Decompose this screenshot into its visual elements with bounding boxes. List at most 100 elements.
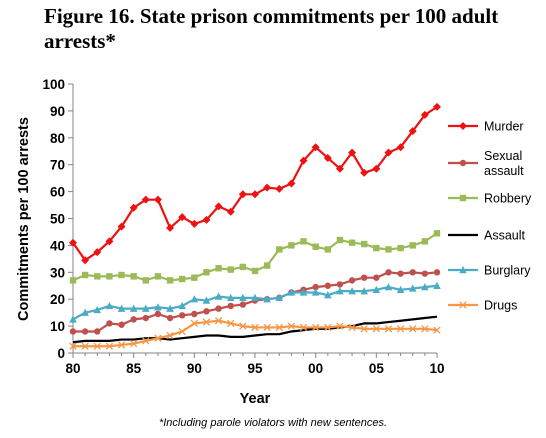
data-point [336,322,344,330]
legend-label: Burglary [484,264,531,278]
x-tick-label: 05 [369,361,385,376]
data-point [105,301,114,310]
axes: 0 10 20 30 40 50 60 70 80 90 100 80 85 90 95 00 05 10 [42,77,444,376]
data-point [166,331,174,340]
data-point [239,322,247,330]
data-point [227,319,235,328]
series-line-assault [72,315,438,344]
legend-item-drugs: Drugs [448,299,517,313]
data-point [360,168,369,177]
data-point [385,246,392,253]
legend-item-robbery: Robbery [448,192,532,206]
data-point [178,327,186,336]
data-point [166,223,175,232]
series-line-murder [72,105,438,262]
data-point [81,308,89,316]
data-point [203,269,210,276]
data-point [190,319,198,328]
data-point [202,296,211,304]
data-point [227,302,234,310]
data-point [459,301,467,309]
data-point [118,271,125,279]
data-point [433,230,441,237]
data-point [129,304,138,312]
data-point [348,239,356,246]
legend: Murder Sexual assault Robbery Assault Burglar… [448,120,532,313]
data-point [117,304,126,312]
legend-label: Murder [484,120,524,134]
y-tick-label: 70 [50,158,65,173]
data-point [323,153,332,162]
series-drugs [69,317,441,350]
data-point [348,148,357,157]
series-assault [72,315,438,344]
data-point [106,273,113,280]
series-burglary [69,281,441,323]
data-point [263,295,271,303]
data-point [129,203,138,212]
series-sexual-assault [69,269,441,335]
data-point [142,337,150,345]
data-point [251,293,259,302]
data-point [69,328,77,335]
data-point [251,323,259,332]
y-tick-label: 30 [50,265,65,280]
data-point [372,285,381,293]
data-point [300,238,307,245]
data-point [287,179,296,188]
legend-item-assault: Assault [448,229,526,243]
data-point [239,293,247,302]
legend-label: Sexual assault [484,149,524,178]
data-point [433,102,441,111]
data-point [69,238,77,247]
data-point [105,342,114,350]
data-point [94,328,101,335]
data-point [142,314,149,322]
data-point [154,273,162,280]
data-point [191,274,198,281]
y-tick-label: 80 [50,131,65,146]
data-point [459,194,467,202]
footnote: *Including parole violators with new sen… [158,417,388,429]
data-point [190,295,199,303]
x-tick-label: 95 [247,361,263,376]
data-point [130,316,137,323]
y-tick-label: 90 [50,104,65,119]
data-point [93,248,102,257]
data-point [384,283,393,291]
data-point [81,271,89,279]
data-point [142,277,149,284]
data-point [312,283,319,291]
data-point [324,291,332,299]
data-point [275,323,283,332]
data-point [202,215,211,224]
data-point [179,275,186,283]
legend-label: Drugs [484,299,517,313]
data-point [433,326,441,334]
data-point [397,244,404,252]
data-point [94,273,101,280]
data-point [226,293,235,302]
data-point [420,110,429,119]
data-point [372,325,380,333]
x-tick-label: 85 [126,361,142,376]
data-point [336,236,344,244]
data-point [408,127,417,136]
data-point [360,287,368,295]
data-point [81,256,90,265]
data-point [324,246,331,253]
data-point [81,328,89,335]
data-point [287,322,296,330]
data-point [311,143,320,152]
data-point [190,219,199,228]
x-axis-title: Year [240,391,271,407]
data-point [69,277,77,284]
data-point [348,323,356,332]
y-tick-label: 100 [42,77,65,92]
data-point [409,269,416,276]
data-point [154,310,162,318]
legend-label: Robbery [484,192,532,206]
data-point [166,304,174,312]
data-point [238,190,247,199]
